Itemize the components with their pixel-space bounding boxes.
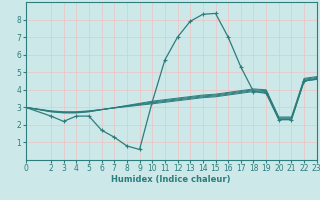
X-axis label: Humidex (Indice chaleur): Humidex (Indice chaleur) [111, 175, 231, 184]
